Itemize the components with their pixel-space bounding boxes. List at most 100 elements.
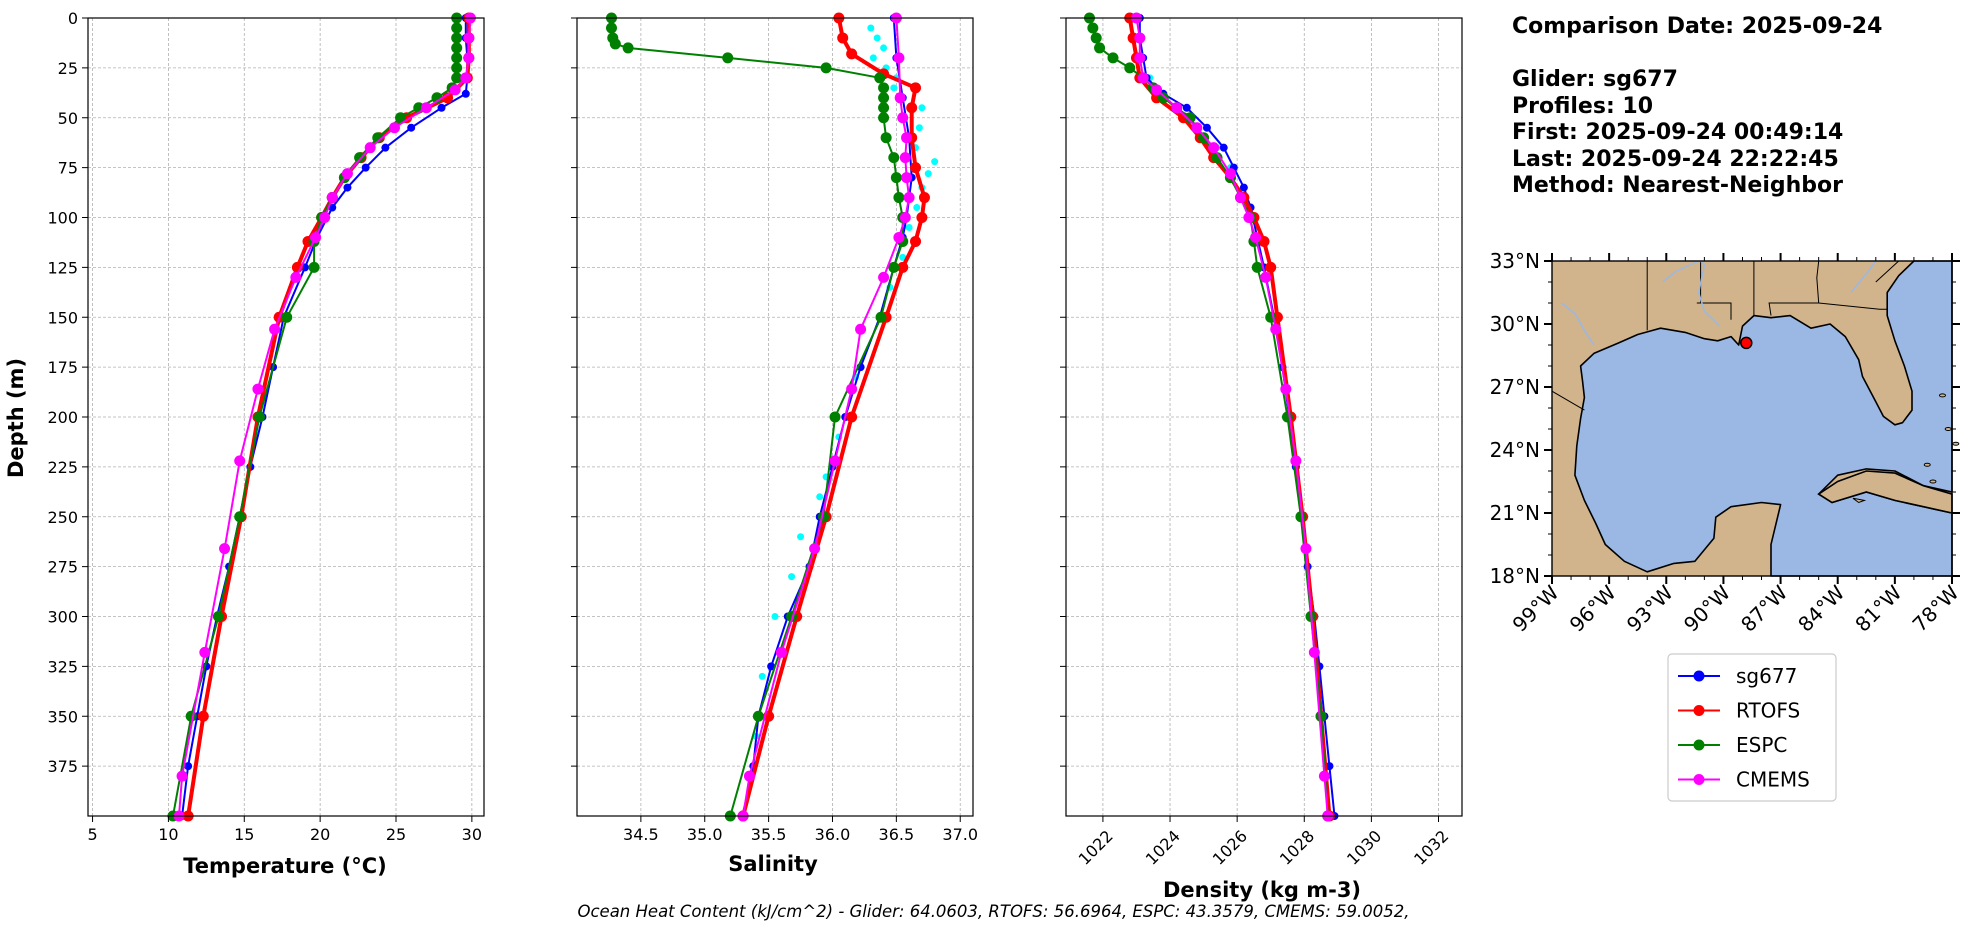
map-lon-label: 87°W [1736,580,1792,636]
salinity-sg677-sample [771,613,779,620]
salinity-sg677-sample [913,204,921,212]
map-border [1551,390,1585,411]
glider-location-marker [1740,336,1753,350]
temperature-espc-point [451,42,463,54]
salinity-xtick-label: 35.5 [751,825,787,844]
comparison-date: Comparison Date: 2025-09-24 [1512,14,1883,39]
salinity-espc-point [878,82,890,94]
map-frame [1551,260,1953,577]
map-lat-label: 33°N [1490,249,1540,273]
temperature-sg677-point [381,143,390,152]
salinity-sg677-sample [931,158,939,166]
salinity-rtofs-line [741,17,927,817]
salinity-cmems-point [878,271,890,283]
salinity-cmems-point [893,231,905,243]
density-cmems-point [1134,32,1146,44]
temperature-espc-point [451,52,463,64]
profile-count: Profiles: 10 [1512,93,1654,119]
density-cmems-point [1224,168,1236,180]
temperature-sg677-point [361,163,370,172]
density-cmems-point [1290,455,1302,467]
first-time: First: 2025-09-24 00:49:14 [1512,120,1844,145]
density-espc-point [1087,22,1099,34]
salinity-cmems-point [743,770,755,782]
map-lon-label: 84°W [1793,580,1849,636]
density-sg677-point [1219,143,1228,152]
temperature-sg677-point [461,89,470,98]
temperature-xtick-label: 10 [158,825,178,844]
temperature-sg677-point [437,103,446,112]
temperature-rtofs-point [442,92,454,104]
temperature-cmems-point [388,122,400,134]
salinity-rtofs-point [916,212,928,223]
salinity-espc-point [878,112,890,124]
density-xtick-label: 1028 [1276,826,1318,868]
temperature-ytick-label: 375 [47,757,78,776]
density-cmems-point [1171,102,1183,114]
salinity-espc-point [622,42,634,54]
density-cmems-point [1250,231,1262,243]
temperature-espc-point [451,72,463,84]
density-sg677-point [1239,183,1248,192]
salinity-espc-point [878,92,890,104]
temperature-espc-point [281,311,293,323]
map-border [1875,260,1900,283]
salinity-cmems-point [846,383,858,395]
salinity-espc-point [874,72,886,84]
temperature-ytick-label: 300 [47,608,78,627]
temperature-espc-point [354,152,366,164]
density-cmems-point [1137,72,1149,84]
map-river [1662,260,1700,283]
temperature-cmems-point [234,455,246,467]
salinity-cmems-point [775,646,787,658]
temperature-cmems-point [290,271,302,283]
map-isla-juventud [1852,497,1867,504]
temperature-cmems-point [319,212,331,223]
map-island [1929,479,1937,484]
temperature-espc-point [451,22,463,34]
legend-marker-sg677 [1693,670,1705,682]
map-island [1938,393,1946,398]
density-espc-point [1090,32,1102,44]
salinity-cmems-point [893,52,905,64]
salinity-sg677-sample [867,24,875,32]
map-lon-label: 93°W [1622,580,1678,636]
legend: sg677 RTOFS ESPC CMEMS [1667,653,1837,802]
salinity-cmems-point [903,192,915,204]
map-river [1561,302,1595,346]
density-cmems-point [1300,543,1312,555]
legend-marker-espc [1693,739,1705,751]
legend-label-rtofs: RTOFS [1736,699,1800,723]
density-panel: 1022 1024 1026 1028 1030 1032 [1060,12,1463,869]
legend-marker-cmems [1693,774,1705,785]
temperature-xtick-label: 20 [310,825,330,844]
salinity-rtofs-point [846,411,858,423]
temperature-espc-point [253,411,265,423]
density-sg677-point [1182,103,1191,112]
salinity-xtick-label: 35.0 [687,825,723,844]
map-river [1850,260,1877,293]
density-cmems-point [1280,383,1292,395]
temperature-cmems-point [341,168,353,180]
density-xtick-label: 1030 [1343,826,1385,868]
salinity-espc-point [722,52,734,64]
ocean-heat-content-caption: Ocean Heat Content (kJ/cm^2) - Glider: 6… [577,902,1410,921]
salinity-espc-point [829,411,841,423]
temperature-ytick-label: 325 [47,657,78,676]
salinity-cmems-point [894,92,906,104]
salinity-espc-point [888,261,900,273]
salinity-cmems-point [901,132,913,144]
density-espc-point [1157,92,1169,104]
density-sg677-point [1325,762,1334,771]
temperature-xtick-label: 5 [87,825,97,844]
map-lat-label: 21°N [1490,501,1540,525]
map-island [1923,462,1931,467]
salinity-sg677-sample [918,104,926,112]
temperature-panel: 5 10 15 20 25 3002550751001251501752002252502… [47,9,485,844]
density-rtofs-line [1127,17,1332,817]
salinity-cmems-point [809,543,821,555]
depth-axis-label: Depth (m) [4,358,28,478]
temperature-xtick-label: 30 [462,825,482,844]
temperature-espc-point [395,112,407,124]
